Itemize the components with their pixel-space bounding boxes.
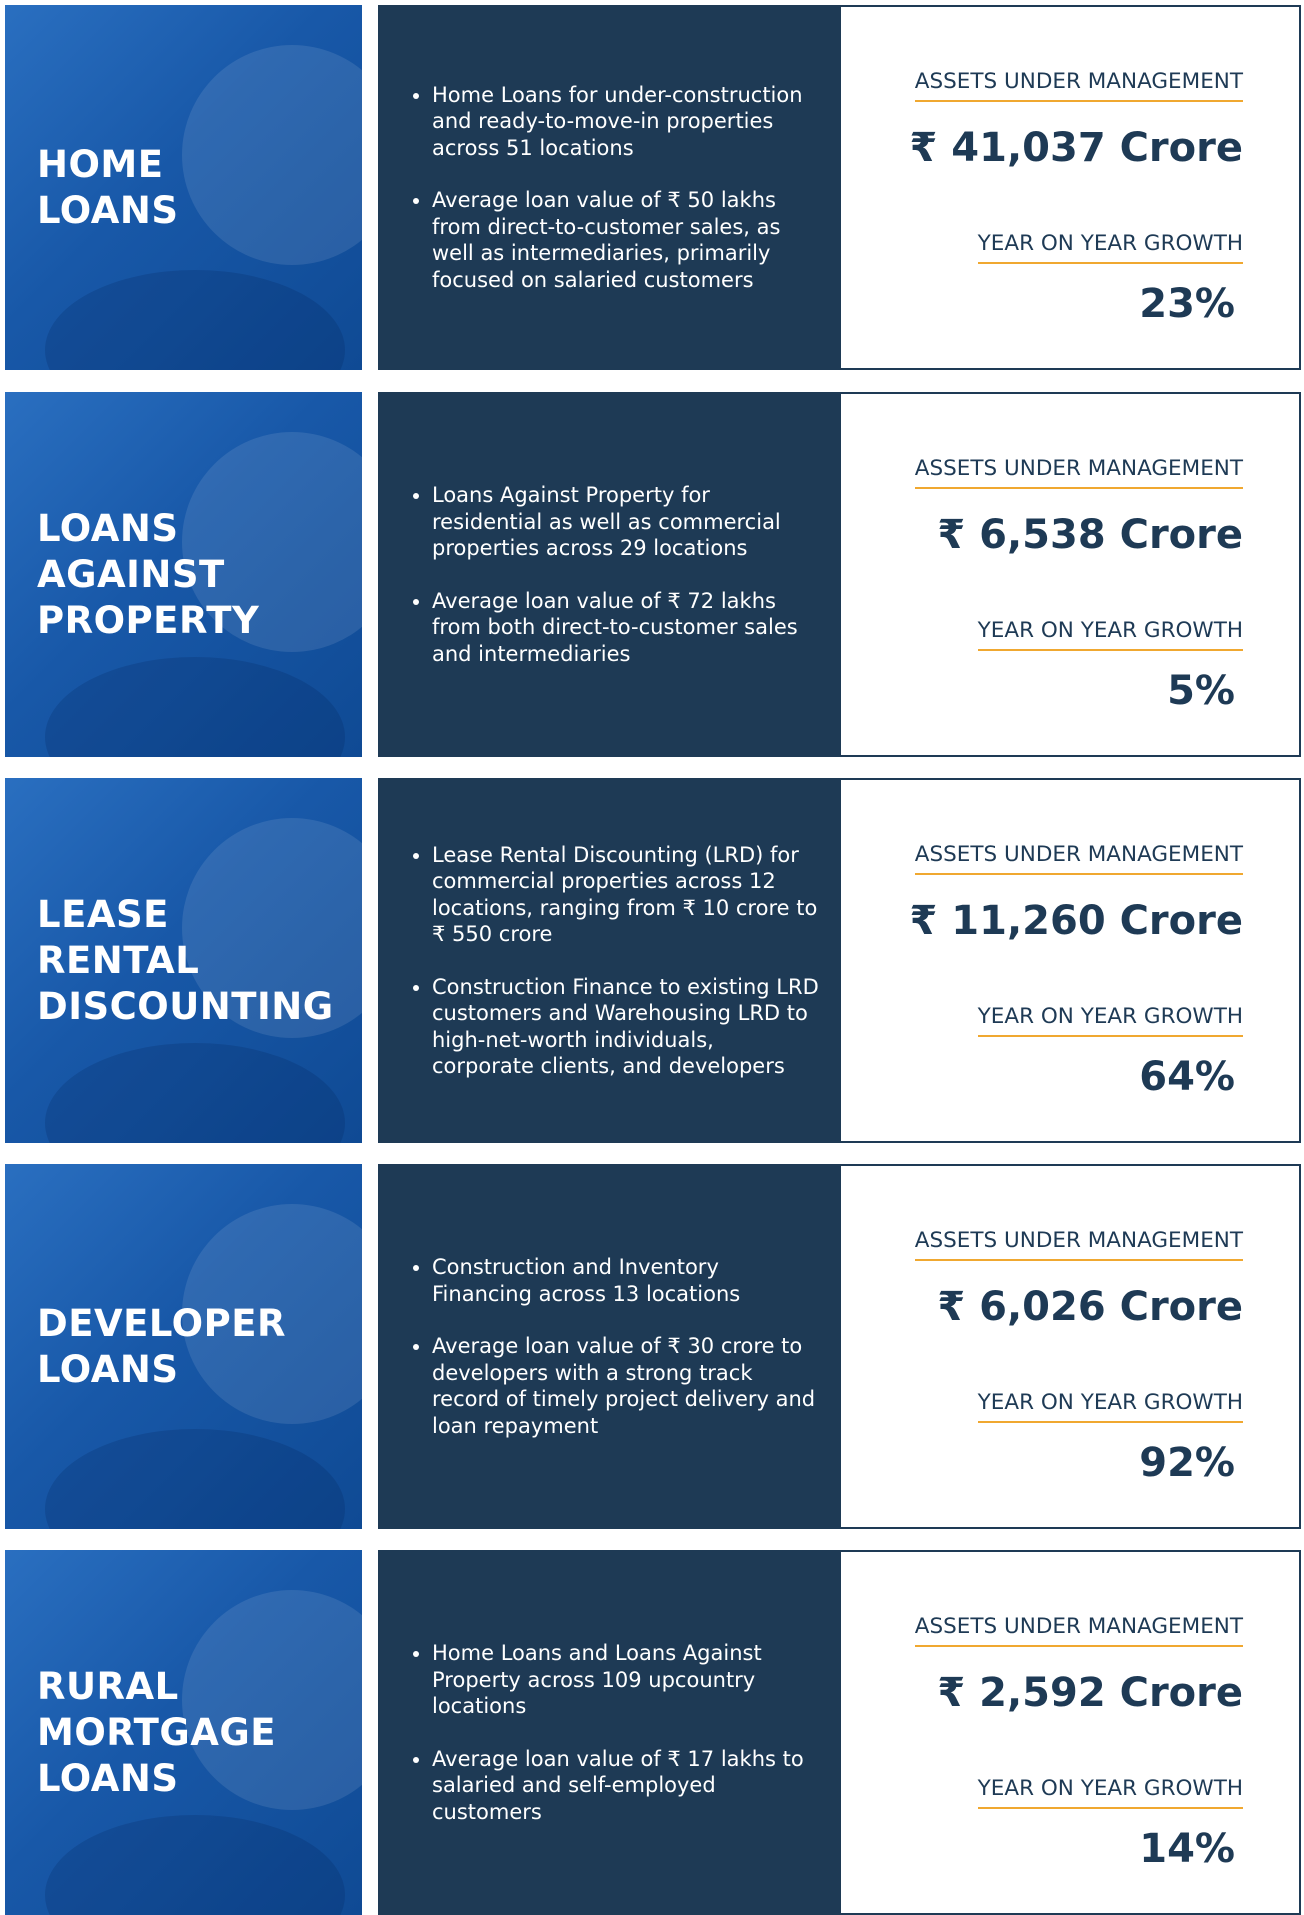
image-shape <box>182 1204 362 1424</box>
description-panel: Lease Rental Discounting (LRD) for comme… <box>378 778 841 1143</box>
title-line: LOANS <box>37 188 179 232</box>
growth-label: YEAR ON YEAR GROWTH <box>977 618 1243 651</box>
section-image: LOANS AGAINST PROPERTY <box>5 392 362 757</box>
image-shape <box>45 1043 345 1143</box>
image-shape <box>45 1429 345 1529</box>
description-panel: Home Loans and Loans Against Property ac… <box>378 1550 841 1915</box>
section-image: LEASE RENTAL DISCOUNTING <box>5 778 362 1143</box>
description-panel: Loans Against Property for residential a… <box>378 392 841 757</box>
bullet-point: Loans Against Property for residential a… <box>398 482 821 562</box>
image-shape <box>45 1815 345 1915</box>
image-shape <box>45 657 345 757</box>
title-line: AGAINST <box>37 552 225 596</box>
stats-panel: ASSETS UNDER MANAGEMENT ₹ 6,026 Crore YEAR… <box>841 1164 1301 1529</box>
image-shape <box>182 1590 362 1810</box>
loan-section: DEVELOPER LOANS Construction and Inventory… <box>5 1164 1301 1529</box>
section-title: DEVELOPER LOANS <box>37 1301 286 1393</box>
section-image: HOME LOANS <box>5 5 362 370</box>
loan-section: LOANS AGAINST PROPERTY Loans Against Proper… <box>5 392 1301 757</box>
aum-value: ₹ 41,037 Crore <box>909 125 1243 171</box>
bullet-point: Average loan value of ₹ 72 lakhs from bo… <box>398 588 821 668</box>
section-title: LOANS AGAINST PROPERTY <box>37 506 259 644</box>
growth-value: 14% <box>1139 1826 1235 1872</box>
aum-value: ₹ 6,538 Crore <box>937 512 1243 558</box>
bullet-point: Home Loans and Loans Against Property ac… <box>398 1640 821 1720</box>
aum-label: ASSETS UNDER MANAGEMENT <box>914 1614 1243 1647</box>
description-panel: Construction and Inventory Financing acr… <box>378 1164 841 1529</box>
section-title: LEASE RENTAL DISCOUNTING <box>37 892 334 1030</box>
aum-value: ₹ 6,026 Crore <box>937 1284 1243 1330</box>
title-line: MORTGAGE <box>37 1710 276 1754</box>
title-line: LOANS <box>37 1756 179 1800</box>
growth-value: 23% <box>1139 281 1235 327</box>
title-line: RENTAL <box>37 938 200 982</box>
section-image: DEVELOPER LOANS <box>5 1164 362 1529</box>
bullet-point: Home Loans for under-construction and re… <box>398 82 821 162</box>
aum-label: ASSETS UNDER MANAGEMENT <box>914 456 1243 489</box>
aum-label: ASSETS UNDER MANAGEMENT <box>914 69 1243 102</box>
aum-value: ₹ 2,592 Crore <box>937 1670 1243 1716</box>
section-title: HOME LOANS <box>37 142 178 234</box>
title-line: LOANS <box>37 1347 179 1391</box>
growth-label: YEAR ON YEAR GROWTH <box>977 1776 1243 1809</box>
image-shape <box>45 270 345 370</box>
image-shape <box>182 818 362 1038</box>
bullet-point: Construction and Inventory Financing acr… <box>398 1254 821 1307</box>
growth-value: 64% <box>1139 1054 1235 1100</box>
growth-label: YEAR ON YEAR GROWTH <box>977 1004 1243 1037</box>
title-line: DISCOUNTING <box>37 984 334 1028</box>
loan-section: RURAL MORTGAGE LOANS Home Loans and Loans A… <box>5 1550 1301 1915</box>
bullet-point: Lease Rental Discounting (LRD) for comme… <box>398 842 821 948</box>
title-line: LEASE <box>37 892 169 936</box>
stats-panel: ASSETS UNDER MANAGEMENT ₹ 6,538 Crore YEAR… <box>841 392 1301 757</box>
growth-value: 92% <box>1139 1440 1235 1486</box>
stats-panel: ASSETS UNDER MANAGEMENT ₹ 41,037 Crore YEA… <box>841 5 1301 370</box>
growth-label: YEAR ON YEAR GROWTH <box>977 1390 1243 1423</box>
aum-value: ₹ 11,260 Crore <box>909 898 1243 944</box>
description-panel: Home Loans for under-construction and re… <box>378 5 841 370</box>
section-title: RURAL MORTGAGE LOANS <box>37 1664 276 1802</box>
title-line: LOANS <box>37 506 179 550</box>
growth-value: 5% <box>1167 668 1235 714</box>
aum-label: ASSETS UNDER MANAGEMENT <box>914 1228 1243 1261</box>
image-shape <box>182 432 362 652</box>
stats-panel: ASSETS UNDER MANAGEMENT ₹ 2,592 Crore YEAR… <box>841 1550 1301 1915</box>
bullet-point: Average loan value of ₹ 30 crore to deve… <box>398 1333 821 1439</box>
image-shape <box>182 45 362 265</box>
loan-section: HOME LOANS Home Loans for under-constructi… <box>5 5 1301 370</box>
aum-label: ASSETS UNDER MANAGEMENT <box>914 842 1243 875</box>
title-line: DEVELOPER <box>37 1301 286 1345</box>
title-line: HOME <box>37 142 164 186</box>
title-line: RURAL <box>37 1664 179 1708</box>
loan-section: LEASE RENTAL DISCOUNTING Lease Rental Disco… <box>5 778 1301 1143</box>
bullet-point: Average loan value of ₹ 50 lakhs from di… <box>398 187 821 293</box>
bullet-point: Average loan value of ₹ 17 lakhs to sala… <box>398 1746 821 1826</box>
bullet-point: Construction Finance to existing LRD cus… <box>398 974 821 1080</box>
stats-panel: ASSETS UNDER MANAGEMENT ₹ 11,260 Crore YEA… <box>841 778 1301 1143</box>
growth-label: YEAR ON YEAR GROWTH <box>977 231 1243 264</box>
section-image: RURAL MORTGAGE LOANS <box>5 1550 362 1915</box>
title-line: PROPERTY <box>37 598 260 642</box>
